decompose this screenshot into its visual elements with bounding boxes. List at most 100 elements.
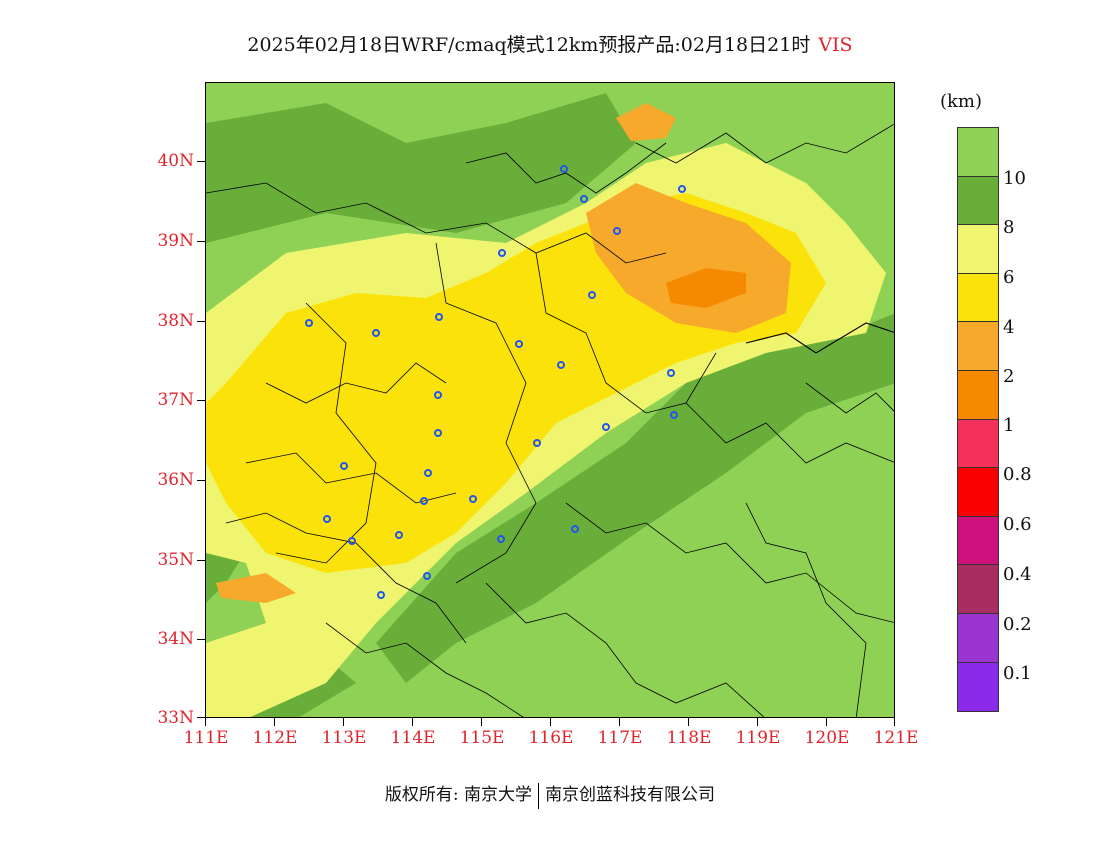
lon-tick xyxy=(274,718,275,726)
lat-label-33n: 33N xyxy=(157,708,194,728)
city-marker xyxy=(340,462,348,470)
color-bar-segment xyxy=(958,468,998,517)
lat-tick xyxy=(197,560,205,561)
fill-8-10-diagonal xyxy=(376,313,894,683)
lon-label-111e: 111E xyxy=(183,728,229,748)
legend-label: 8 xyxy=(1003,217,1015,238)
legend-unit: (km) xyxy=(940,91,983,112)
copyright-company: 南京创蓝科技有限公司 xyxy=(545,785,716,805)
lon-tick xyxy=(412,718,413,726)
city-marker xyxy=(395,531,403,539)
lat-label-40n: 40N xyxy=(157,151,194,171)
copyright-footer: 版权所有: 南京大学 南京创蓝科技有限公司 xyxy=(0,780,1100,809)
lat-tick xyxy=(197,400,205,401)
lon-tick xyxy=(619,718,620,726)
chart-title: 2025年02月18日WRF/cmaq模式12km预报产品:02月18日21时 V… xyxy=(0,30,1100,57)
lat-tick xyxy=(197,321,205,322)
color-bar-segment xyxy=(958,225,998,274)
city-marker xyxy=(667,369,675,377)
lat-tick xyxy=(197,639,205,640)
legend-label: 6 xyxy=(1003,267,1015,288)
lon-tick xyxy=(205,718,206,726)
lat-label-38n: 38N xyxy=(157,311,194,331)
color-bar-segment xyxy=(958,128,998,177)
color-bar-segment xyxy=(958,613,998,663)
lon-label-116e: 116E xyxy=(528,728,574,748)
footer-divider xyxy=(538,782,540,809)
city-marker xyxy=(434,429,442,437)
color-bar-segment xyxy=(958,662,998,712)
color-bar-segment xyxy=(958,273,998,323)
fill-1-2 xyxy=(666,268,746,308)
copyright-owner: 版权所有: 南京大学 xyxy=(384,785,533,805)
lon-tick xyxy=(550,718,551,726)
legend-label: 2 xyxy=(1003,366,1015,387)
city-marker xyxy=(557,361,565,369)
lat-tick xyxy=(197,717,205,718)
legend-label: 0.4 xyxy=(1003,564,1032,585)
color-bar-segment xyxy=(958,565,998,614)
fill-2-4-southwest xyxy=(216,573,296,603)
visibility-map xyxy=(205,82,895,718)
lat-tick xyxy=(197,241,205,242)
lat-label-36n: 36N xyxy=(157,470,194,490)
legend-label: 0.6 xyxy=(1003,514,1032,535)
city-marker xyxy=(497,535,505,543)
lat-label-37n: 37N xyxy=(157,390,194,410)
city-marker xyxy=(515,340,523,348)
city-marker xyxy=(469,495,477,503)
city-marker xyxy=(571,525,579,533)
city-marker xyxy=(348,537,356,545)
lon-label-112e: 112E xyxy=(252,728,298,748)
city-marker xyxy=(533,439,541,447)
lon-tick xyxy=(757,718,758,726)
lon-label-117e: 117E xyxy=(597,728,643,748)
title-variable: VIS xyxy=(818,34,853,56)
coastline xyxy=(745,322,894,354)
city-marker xyxy=(377,591,385,599)
lon-tick xyxy=(343,718,344,726)
lon-tick xyxy=(688,718,689,726)
city-marker xyxy=(424,469,432,477)
map-canvas xyxy=(206,83,894,717)
city-marker xyxy=(434,391,442,399)
city-marker xyxy=(423,572,431,580)
color-bar-segment xyxy=(958,370,998,420)
lat-label-35n: 35N xyxy=(157,550,194,570)
city-marker xyxy=(305,319,313,327)
legend-label: 10 xyxy=(1003,168,1026,189)
city-marker xyxy=(323,515,331,523)
lon-label-113e: 113E xyxy=(321,728,367,748)
city-marker xyxy=(435,313,443,321)
lon-tick xyxy=(481,718,482,726)
color-bar-segment xyxy=(958,176,998,226)
lon-tick xyxy=(826,718,827,726)
city-marker xyxy=(670,411,678,419)
color-bar-segment xyxy=(958,322,998,371)
lat-tick xyxy=(197,480,205,481)
color-bar xyxy=(957,127,999,713)
title-main: 2025年02月18日WRF/cmaq模式12km预报产品:02月18日21时 xyxy=(247,34,811,56)
boundary-lines xyxy=(206,123,894,717)
fill-2-4-north xyxy=(616,103,676,141)
city-marker xyxy=(588,291,596,299)
city-markers xyxy=(305,165,686,599)
city-marker xyxy=(602,423,610,431)
city-marker xyxy=(372,329,380,337)
legend-label: 0.8 xyxy=(1003,464,1032,485)
lon-label-114e: 114E xyxy=(390,728,436,748)
lon-label-120e: 120E xyxy=(804,728,850,748)
city-marker xyxy=(613,227,621,235)
legend-label: 0.1 xyxy=(1003,663,1032,684)
city-marker xyxy=(560,165,568,173)
fill-2-4-main xyxy=(586,183,791,333)
lon-label-119e: 119E xyxy=(735,728,781,748)
legend-label: 4 xyxy=(1003,317,1015,338)
city-marker xyxy=(580,195,588,203)
lat-tick xyxy=(197,161,205,162)
color-bar-segment xyxy=(958,516,998,566)
lon-label-115e: 115E xyxy=(459,728,505,748)
legend-label: 1 xyxy=(1003,415,1015,436)
lat-label-39n: 39N xyxy=(157,231,194,251)
lon-tick xyxy=(894,718,895,726)
